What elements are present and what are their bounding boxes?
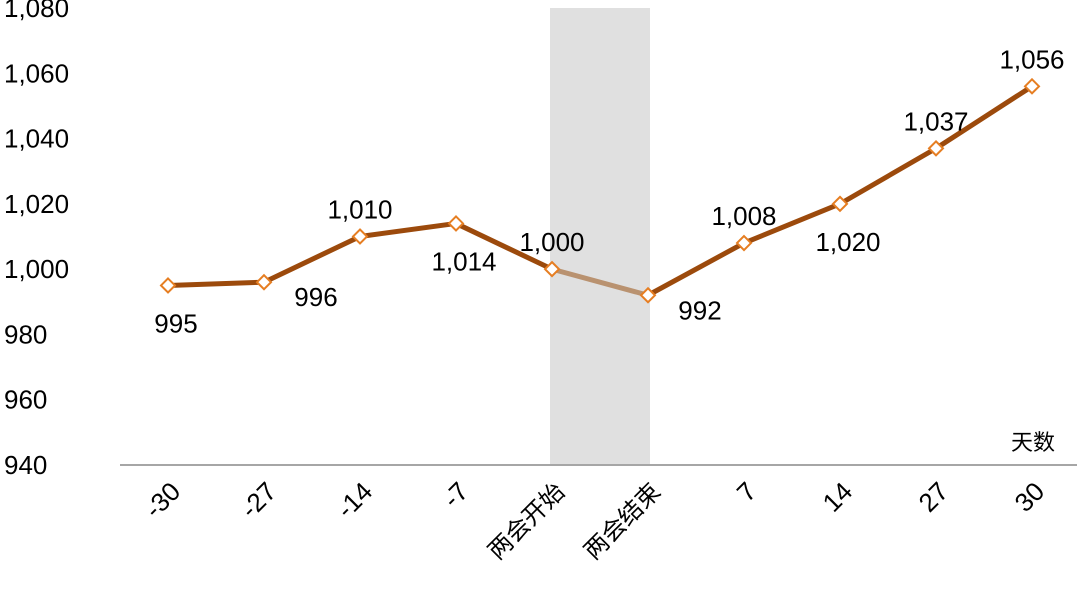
data-point-marker xyxy=(447,215,465,232)
data-label: 1,014 xyxy=(431,246,496,276)
series-line-segment xyxy=(837,145,939,207)
highlight-band xyxy=(550,8,650,465)
series-line-segment xyxy=(933,83,1035,151)
y-tick-label: 1,000 xyxy=(4,254,69,284)
x-tick-label: -7 xyxy=(437,476,475,514)
y-tick-label: 980 xyxy=(4,319,47,349)
data-label: 1,010 xyxy=(327,195,392,225)
x-tick-label: 两会结束 xyxy=(579,477,667,565)
series-line-segment xyxy=(453,220,555,272)
data-point-marker xyxy=(543,260,561,278)
y-tick-label: 940 xyxy=(4,450,47,480)
data-point-marker xyxy=(927,139,945,157)
x-tick-label: 27 xyxy=(913,476,955,518)
highlight-band-layer xyxy=(550,8,650,465)
data-label: 1,037 xyxy=(903,106,968,136)
series-line-segment xyxy=(357,220,459,239)
x-tick-label: -27 xyxy=(234,476,282,524)
x-tick-label: 两会开始 xyxy=(483,477,571,565)
y-tick-label: 1,040 xyxy=(4,124,69,154)
marker-layer xyxy=(159,77,1041,304)
x-tick-label: 30 xyxy=(1009,476,1051,518)
data-label: 1,008 xyxy=(711,201,776,231)
series-line-segment xyxy=(741,201,843,246)
data-point-marker xyxy=(1023,77,1041,95)
data-point-marker xyxy=(831,195,849,213)
x-tick-label: 7 xyxy=(731,476,762,507)
series-line-segment xyxy=(645,240,747,298)
data-point-marker xyxy=(255,273,273,291)
x-unit-label: 天数 xyxy=(1011,431,1055,456)
y-tick-label: 1,060 xyxy=(4,58,69,88)
series-line-segment xyxy=(165,279,267,288)
data-label: 995 xyxy=(154,308,197,338)
x-tick-label: -14 xyxy=(330,476,378,524)
y-tick-label: 1,020 xyxy=(4,189,69,219)
x-tick-label: 14 xyxy=(817,476,859,518)
series-line-segment xyxy=(549,266,651,298)
data-point-marker xyxy=(351,228,369,245)
y-tick-label: 1,080 xyxy=(4,0,69,23)
data-label-layer: 995 996 1,010 1,014 1,000 992 1,008 1,020 1,037 1… xyxy=(154,44,1064,338)
data-label: 992 xyxy=(678,295,721,325)
data-label: 1,000 xyxy=(519,227,584,257)
data-label: 996 xyxy=(294,282,337,312)
data-point-marker xyxy=(639,286,657,304)
x-tick-label: -30 xyxy=(138,476,186,524)
data-label: 1,020 xyxy=(815,227,880,257)
y-tick-label: 960 xyxy=(4,385,47,415)
data-point-marker xyxy=(735,234,753,252)
data-point-marker xyxy=(159,277,177,294)
data-label: 1,056 xyxy=(999,44,1064,74)
series-line-layer xyxy=(165,83,1035,298)
series-line-segment xyxy=(261,234,363,285)
